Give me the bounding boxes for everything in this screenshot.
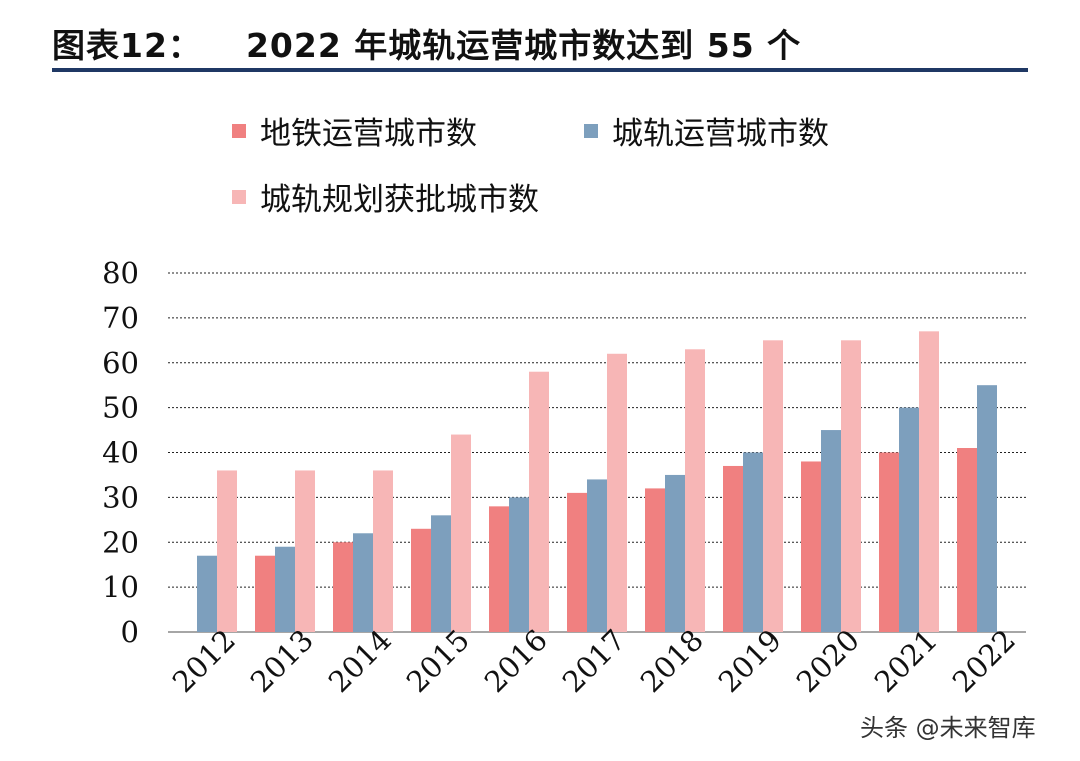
legend-item-urban-rail: 城轨运营城市数 [584, 108, 829, 153]
legend-swatch-urban-rail [584, 123, 598, 138]
bar-urban-rail [821, 430, 841, 632]
bar-subway [645, 488, 665, 632]
legend-label-urban-rail: 城轨运营城市数 [612, 116, 829, 152]
y-tick-label: 50 [102, 391, 139, 425]
watermark-text: 头条 @未来智库 [860, 713, 1036, 742]
bar-urban-rail [197, 555, 217, 632]
bar-urban-rail [353, 533, 373, 632]
figure-title: 2022 年城轨运营城市数达到 55 个 [245, 26, 802, 65]
bar-subway [489, 506, 509, 632]
y-tick-label: 80 [102, 256, 139, 290]
y-tick-label: 0 [121, 615, 139, 649]
bar-urban-rail [509, 497, 529, 632]
bar-urban-rail [743, 452, 763, 632]
bar-subway [255, 555, 275, 632]
y-tick-label: 60 [102, 346, 139, 380]
figure-header: 图表12： 2022 年城轨运营城市数达到 55 个 [52, 18, 1028, 68]
legend-swatch-planned [232, 189, 246, 204]
x-tick-label: 2018 [634, 623, 710, 699]
bar-urban-rail [275, 546, 295, 632]
x-tick-label: 2017 [556, 623, 632, 699]
bar-urban-rail [431, 515, 451, 632]
bar-planned [529, 371, 549, 632]
x-tick-label: 2012 [166, 623, 242, 699]
bar-urban-rail [587, 479, 607, 632]
bar-subway [879, 452, 899, 632]
x-tick-label: 2019 [712, 623, 788, 699]
bar-subway [333, 542, 353, 632]
bar-subway [567, 492, 587, 632]
legend-label-subway: 地铁运营城市数 [260, 116, 477, 152]
y-tick-label: 30 [102, 480, 139, 514]
bar-urban-rail [665, 474, 685, 632]
bar-subway [957, 448, 977, 632]
y-tick-label: 10 [102, 570, 139, 604]
figure-label: 图表12： [52, 26, 202, 65]
bar-planned [373, 470, 393, 632]
y-tick-label: 40 [102, 436, 139, 470]
legend-label-planned: 城轨规划获批城市数 [260, 182, 539, 218]
title-rule [52, 68, 1028, 72]
bar-urban-rail [977, 385, 997, 632]
bar-planned [451, 434, 471, 632]
x-tick-label: 2014 [322, 623, 398, 699]
x-tick-label: 2016 [478, 623, 554, 699]
bar-subway [801, 461, 821, 632]
legend-swatch-subway [232, 123, 246, 138]
x-tick-label: 2013 [244, 623, 320, 699]
bar-planned [685, 349, 705, 632]
bar-subway [411, 528, 431, 632]
legend-item-planned: 城轨规划获批城市数 [232, 174, 539, 219]
y-tick-label: 70 [102, 301, 139, 335]
bar-planned [919, 331, 939, 632]
x-tick-label: 2015 [400, 623, 476, 699]
bar-subway [723, 465, 743, 632]
bar-planned [841, 340, 861, 632]
x-tick-label: 2020 [790, 623, 866, 699]
bar-planned [295, 470, 315, 632]
bar-planned [217, 470, 237, 632]
legend-item-subway: 地铁运营城市数 [232, 108, 477, 153]
bar-planned [607, 353, 627, 632]
x-tick-label: 2022 [946, 623, 1022, 699]
watermark: 头条 @未来智库 [860, 700, 1070, 750]
x-tick-label: 2021 [868, 623, 944, 699]
bar-urban-rail [899, 407, 919, 632]
y-tick-label: 20 [102, 525, 139, 559]
bar-planned [763, 340, 783, 632]
